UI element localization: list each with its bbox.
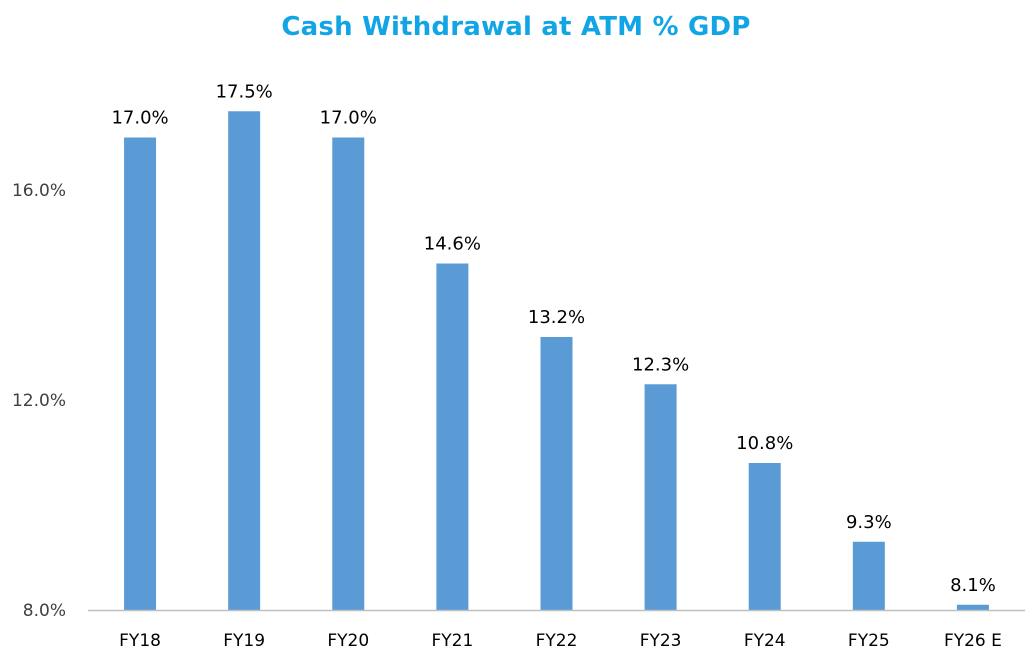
x-category-label: FY25 [848,631,890,651]
y-tick-label: 8.0% [23,601,66,621]
chart-title: Cash Withdrawal at ATM % GDP [281,12,751,42]
x-category-label: FY23 [640,631,682,651]
data-label: 13.2% [528,307,585,328]
data-label: 8.1% [950,575,996,596]
category-labels-group: FY18 FY19 FY20 FY21 FY22 FY23 FY24 FY25 FY26 E [119,631,1002,651]
bar-fy22 [540,337,573,610]
y-axis-ticks: 8.0% 12.0% 16.0% [12,181,66,621]
data-label: 17.0% [111,108,168,129]
data-label: 10.8% [736,433,793,454]
bar-fy20 [332,137,365,610]
y-tick-label: 12.0% [12,391,66,411]
bar-fy23 [644,384,677,610]
data-label: 12.3% [632,354,689,375]
x-category-label: FY20 [327,631,369,651]
x-category-label: FY21 [431,631,473,651]
bar-fy18 [124,137,157,610]
data-label: 14.6% [424,234,481,255]
x-category-label: FY24 [744,631,786,651]
data-label: 9.3% [846,512,892,533]
bar-fy19 [228,111,261,610]
bar-fy25 [852,541,885,610]
bars-group [124,111,989,610]
x-category-label: FY26 E [944,631,1002,651]
y-tick-label: 16.0% [12,181,66,201]
bar-fy24 [748,463,781,610]
data-label: 17.0% [320,108,377,129]
x-category-label: FY18 [119,631,161,651]
data-label: 17.5% [216,81,273,102]
bar-fy21 [436,263,469,610]
bar-fy26-e [956,604,989,610]
x-category-label: FY19 [223,631,265,651]
x-category-label: FY22 [536,631,578,651]
data-labels-group: 17.0% 17.5% 17.0% 14.6% 13.2% 12.3% 10.8% 9.3% 8… [111,81,995,596]
